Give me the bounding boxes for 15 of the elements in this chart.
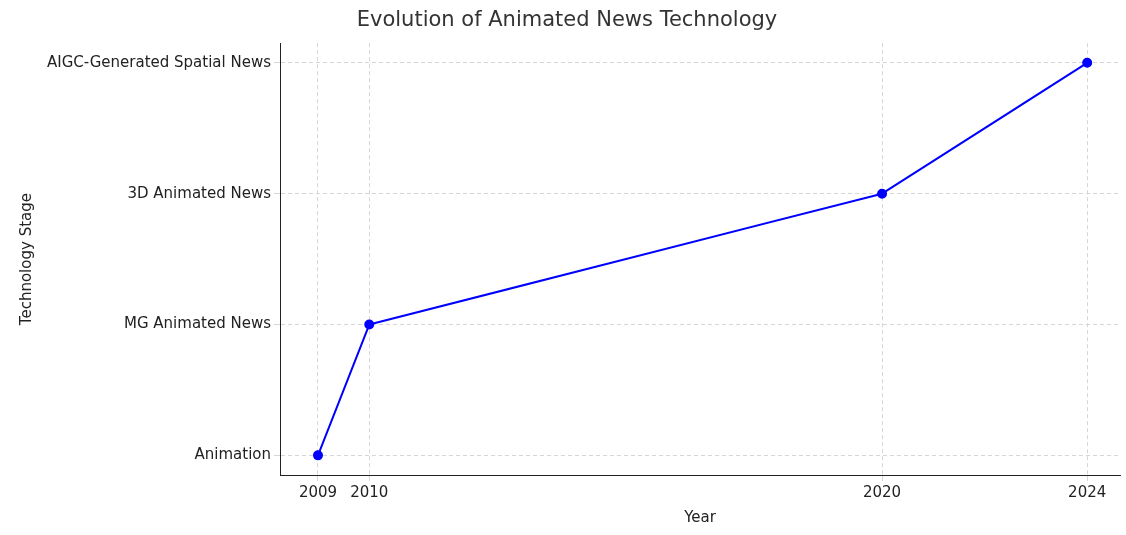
x-tick-label: 2020 xyxy=(862,482,902,501)
point xyxy=(364,319,375,330)
chart-title: Evolution of Animated News Technology xyxy=(356,7,778,32)
y-tick-label: Animation xyxy=(194,445,272,464)
x-tick-label: 2024 xyxy=(1068,482,1107,501)
point xyxy=(1082,57,1093,68)
x-tick-label: 2009 xyxy=(298,482,338,501)
x-tick-label: 2010 xyxy=(350,482,389,501)
y-tick-label: 3D Animated News xyxy=(127,183,272,202)
point xyxy=(877,188,888,199)
y-tick-label: AIGC-Generated Spatial News xyxy=(46,52,272,71)
point xyxy=(312,450,323,461)
y-axis-title: Technology Stage xyxy=(16,193,35,327)
x-axis-title: Year xyxy=(683,507,717,526)
y-tick-label: MG Animated News xyxy=(124,314,272,333)
